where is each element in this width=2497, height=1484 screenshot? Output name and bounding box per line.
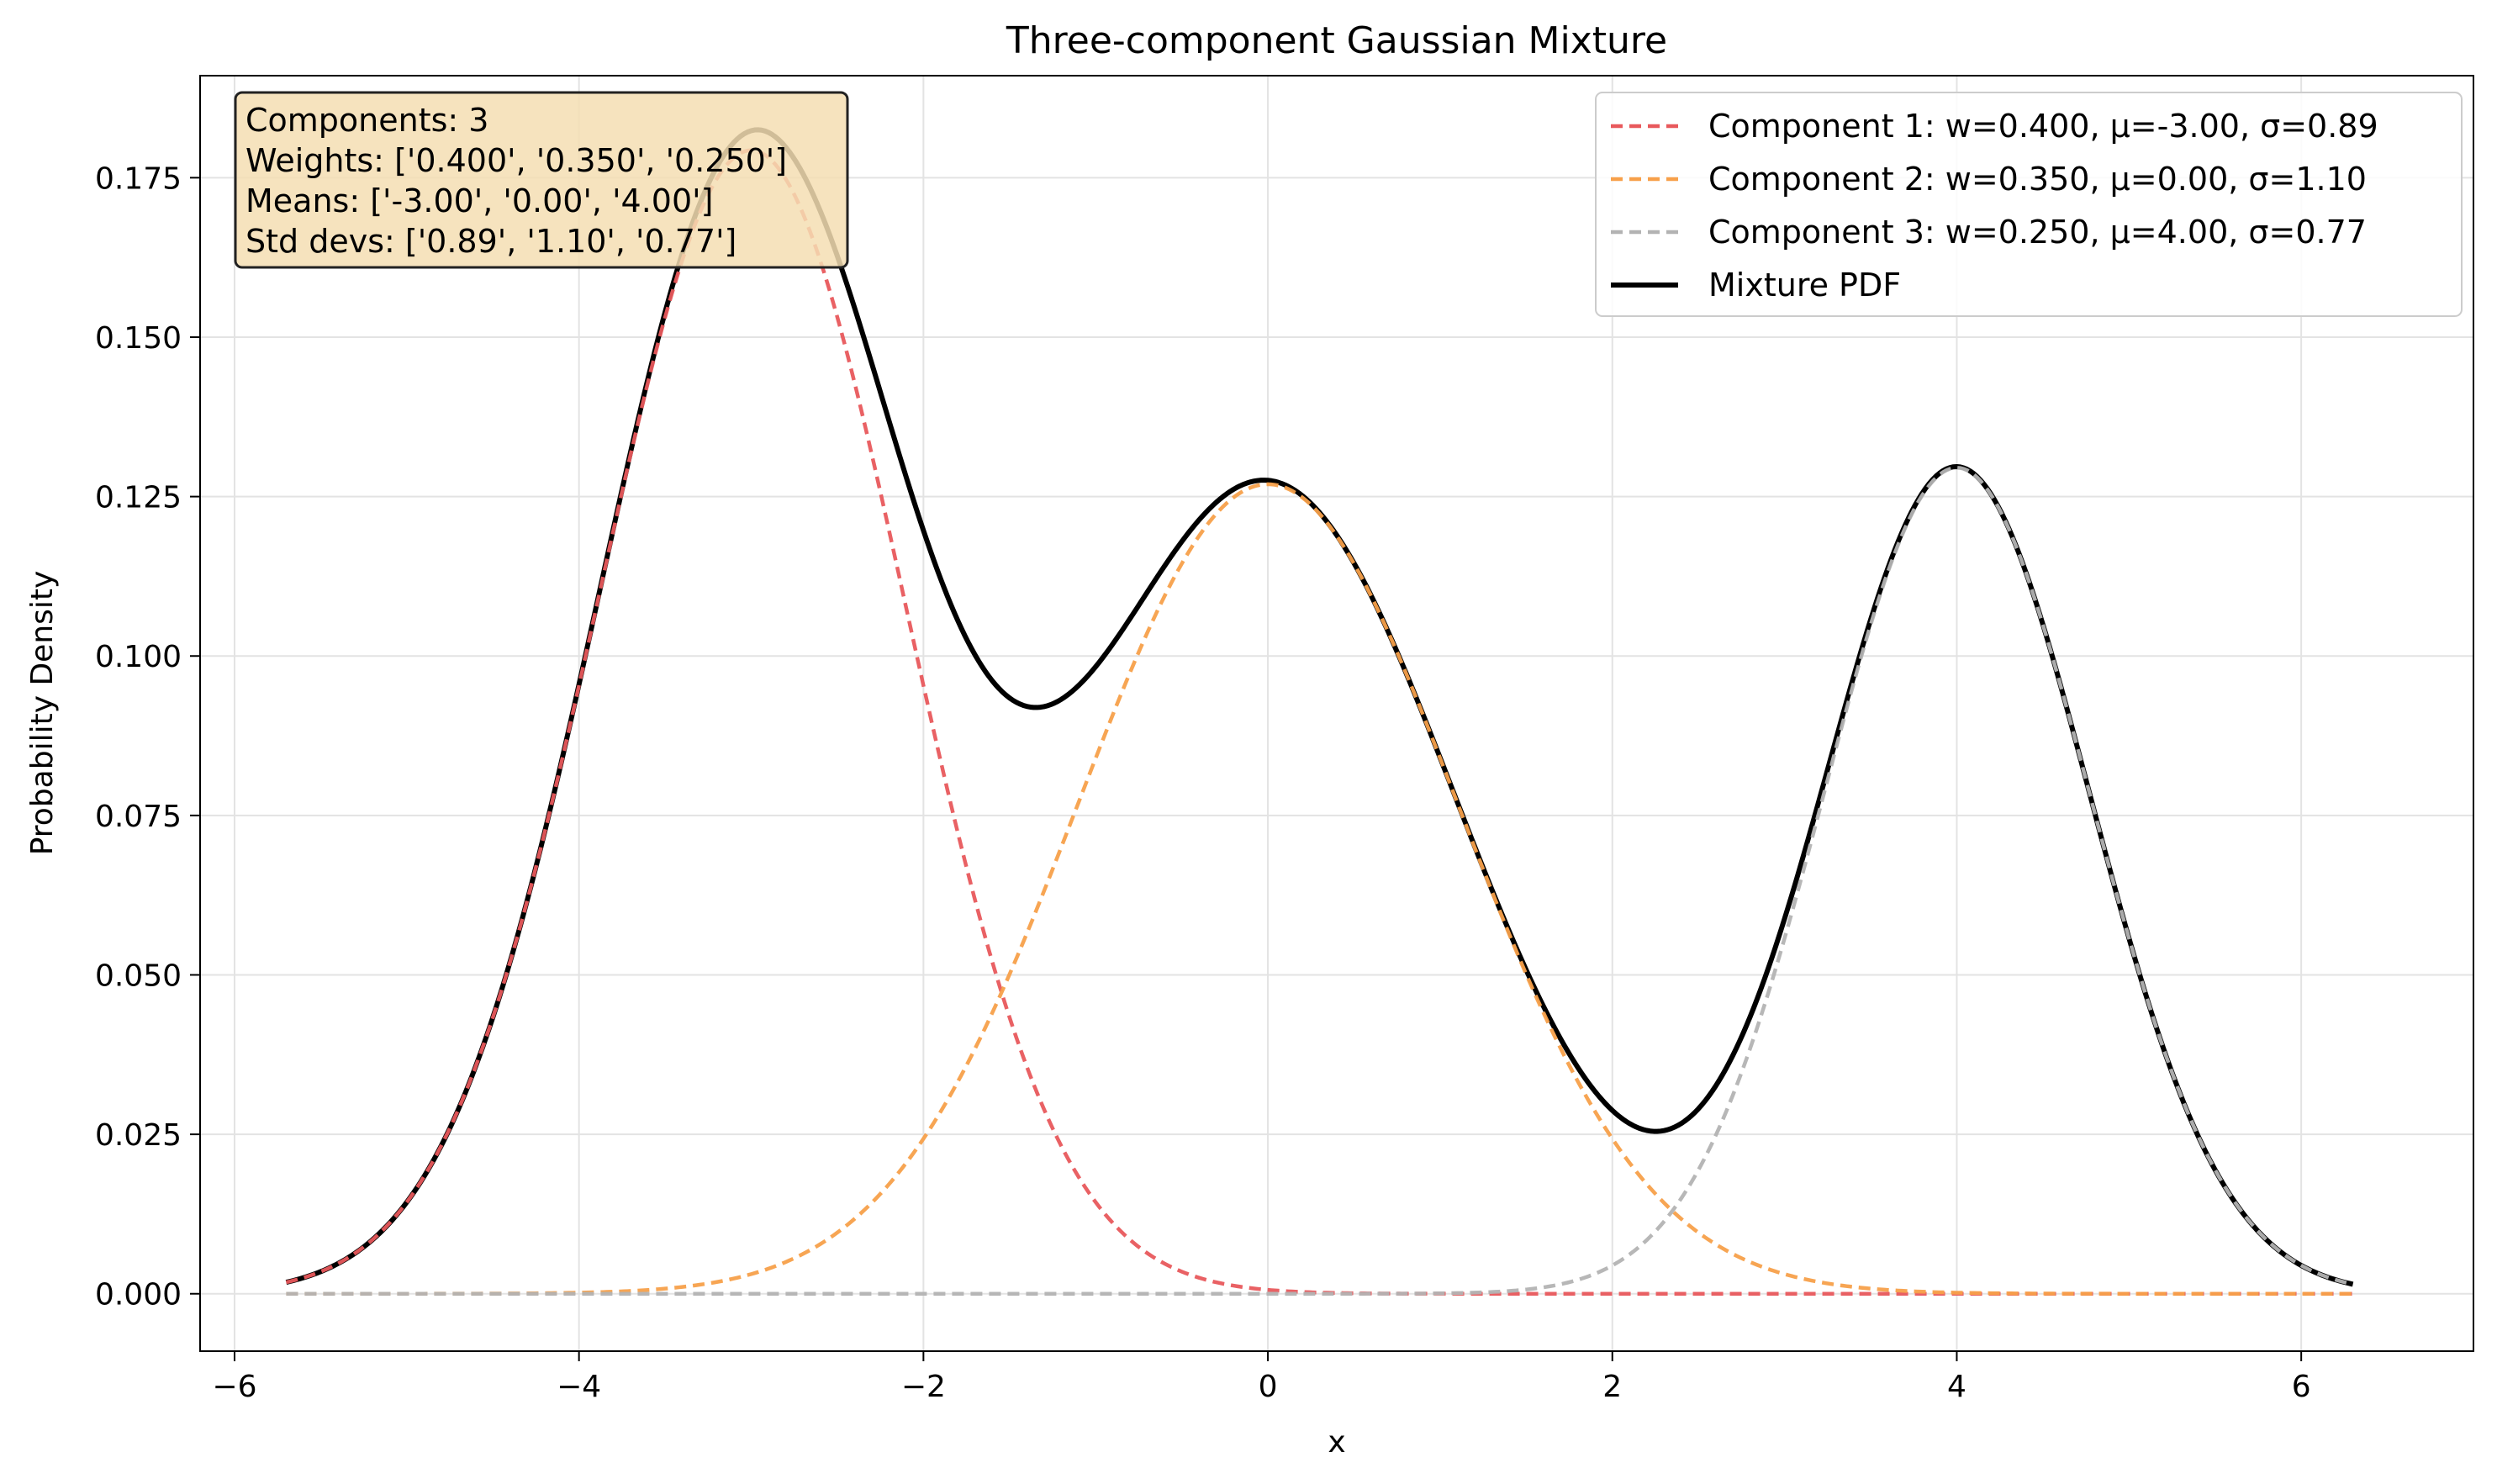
component-3-line bbox=[286, 466, 2354, 1296]
component-2-line bbox=[286, 482, 2353, 1296]
legend-label: Mixture PDF bbox=[1708, 267, 1901, 304]
x-tick-label: −2 bbox=[901, 1370, 946, 1404]
y-tick-label: 0.075 bbox=[95, 800, 182, 834]
x-tick-label: 0 bbox=[1259, 1370, 1278, 1404]
info-box-line: Weights: ['0.400', '0.350', '0.250'] bbox=[245, 142, 787, 179]
y-axis-label: Probability Density bbox=[25, 571, 60, 856]
y-tick-label: 0.050 bbox=[95, 959, 182, 993]
info-box-line: Components: 3 bbox=[245, 102, 488, 139]
legend-label: Component 1: w=0.400, μ=-3.00, σ=0.89 bbox=[1708, 108, 2378, 145]
info-box-line: Means: ['-3.00', '0.00', '4.00'] bbox=[245, 182, 713, 219]
x-tick-label: 4 bbox=[1947, 1370, 1966, 1404]
legend: Component 1: w=0.400, μ=-3.00, σ=0.89 Com… bbox=[1595, 92, 2463, 317]
y-tick-label: 0.100 bbox=[95, 640, 182, 674]
legend-label: Component 2: w=0.350, μ=0.00, σ=1.10 bbox=[1708, 161, 2367, 198]
plot-frame bbox=[199, 75, 2474, 1352]
y-tick-label: 0.150 bbox=[95, 321, 182, 356]
info-box-line: Std devs: ['0.89', '1.10', '0.77'] bbox=[245, 223, 736, 260]
y-tick-label: 0.000 bbox=[95, 1278, 182, 1312]
info-box-background bbox=[234, 91, 849, 269]
x-tick-label: 2 bbox=[1602, 1370, 1622, 1404]
x-tick-label: 6 bbox=[2292, 1370, 2311, 1404]
x-tick-label: −6 bbox=[212, 1370, 256, 1404]
legend-background bbox=[1595, 92, 2463, 317]
chart-title: Three-component Gaussian Mixture bbox=[1006, 19, 1667, 62]
legend-label: Component 3: w=0.250, μ=4.00, σ=0.77 bbox=[1708, 214, 2367, 251]
y-tick-label: 0.125 bbox=[95, 481, 182, 515]
x-axis-label: x bbox=[1328, 1425, 1345, 1460]
plot-lines bbox=[285, 127, 2354, 1296]
axis-ticks: −6 −4 −2 0 2 4 6 0.000 0.025 0.050 0.075 0.100 0.125… bbox=[95, 161, 2311, 1404]
y-tick-label: 0.175 bbox=[95, 161, 182, 196]
x-tick-label: −4 bbox=[557, 1370, 601, 1404]
y-tick-label: 0.025 bbox=[95, 1118, 182, 1153]
